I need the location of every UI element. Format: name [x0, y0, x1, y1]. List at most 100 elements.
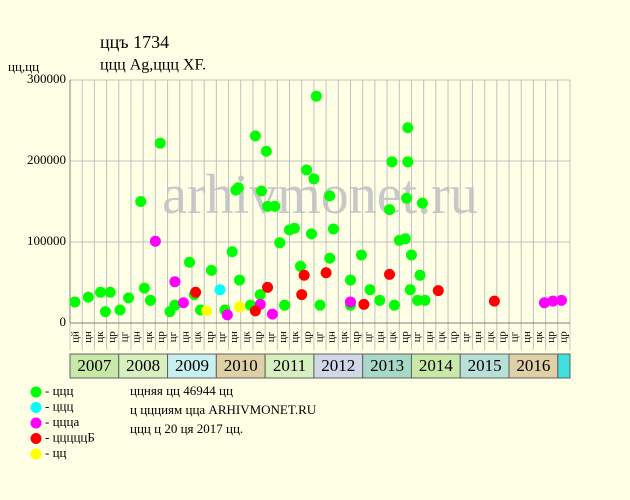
legend-label: - ццца [45, 414, 79, 429]
point [296, 289, 308, 301]
point [288, 222, 300, 234]
x-tick-label: цг [362, 331, 374, 342]
x-tick-label: цр [448, 331, 460, 343]
x-tick-label: цн [375, 331, 387, 343]
y-tick-label: 0 [60, 314, 67, 329]
watermark: arhivmonet.ru [162, 164, 478, 226]
point [279, 299, 291, 311]
legend-marker [30, 386, 42, 398]
point [324, 190, 336, 202]
point [344, 296, 356, 308]
point [214, 284, 226, 296]
point [262, 281, 274, 293]
legend-marker [30, 448, 42, 460]
point [82, 291, 94, 303]
x-tick-label: цн [423, 331, 435, 343]
chart-title: ццъ 1734 [100, 32, 169, 52]
year-label: 2010 [224, 356, 258, 375]
point [114, 304, 126, 316]
y-tick-label: 100000 [27, 233, 66, 248]
point [301, 164, 313, 176]
point [201, 305, 213, 317]
x-tick-label: цн [228, 331, 240, 343]
point [416, 197, 428, 209]
year-label: 2011 [273, 356, 306, 375]
point [298, 269, 310, 281]
x-tick-label: цк [435, 331, 447, 343]
point [266, 308, 278, 320]
point [404, 284, 416, 296]
point [234, 274, 246, 286]
point [399, 233, 411, 245]
point [324, 252, 336, 264]
point [402, 122, 414, 134]
point [226, 246, 238, 258]
year-label: 2007 [77, 356, 112, 375]
y-tick-label: 200000 [27, 152, 66, 167]
x-tick-label: цй [70, 331, 82, 343]
x-tick-label: цн [277, 331, 289, 343]
year-label: 2016 [516, 356, 550, 375]
point [135, 196, 147, 207]
legend-label: - ццц [45, 398, 73, 413]
point [294, 260, 306, 272]
legend-label: - цц [45, 445, 67, 460]
x-tick-label: цг [167, 331, 179, 342]
x-tick-label: цг [265, 331, 277, 342]
x-tick-label: цг [314, 331, 326, 342]
note: ц ццциям цца ARHIVMONET.RU [130, 402, 317, 417]
point [254, 289, 266, 301]
point [234, 301, 246, 313]
x-tick-label: цн [82, 331, 94, 343]
point [364, 284, 376, 296]
point [344, 274, 356, 286]
point [384, 204, 396, 216]
x-tick-label: цн [472, 331, 484, 343]
x-tick-label: цр [301, 331, 313, 343]
point [358, 298, 370, 310]
point [310, 90, 322, 102]
year-label: 2013 [370, 356, 404, 375]
point [355, 249, 367, 261]
point [305, 228, 317, 240]
year-cell [459, 353, 510, 379]
x-tick-label: цр [399, 331, 411, 343]
x-tick-label: цр [204, 331, 216, 343]
x-tick-label: цр [496, 331, 508, 343]
x-tick-label: цн [179, 331, 191, 343]
x-tick-label: цр [557, 331, 569, 343]
chart-subtitle: ццц Ag,ццц XF. [100, 57, 206, 74]
point [384, 268, 396, 280]
point [144, 294, 156, 306]
x-tick-label: цк [533, 331, 545, 343]
x-tick-label: цк [94, 331, 106, 343]
x-tick-label: цн [521, 331, 533, 343]
year-cell [264, 353, 315, 379]
point [104, 286, 116, 298]
point [190, 286, 202, 298]
point [249, 130, 261, 142]
x-tick-label: цр [155, 331, 167, 343]
point [401, 192, 413, 204]
point [386, 156, 398, 168]
x-tick-label: цр [350, 331, 362, 343]
point [547, 295, 559, 307]
year-label: 2014 [419, 356, 454, 375]
legend-marker [30, 402, 42, 413]
year-label: 2015 [468, 356, 502, 375]
year-cell [557, 353, 571, 379]
point [169, 299, 181, 311]
y-tick-label: 300000 [27, 71, 66, 86]
note: ццц ц 20 ця 2017 цц. [130, 421, 243, 436]
point [249, 305, 261, 317]
x-tick-label: цр [106, 331, 118, 343]
legend-label: - ццц [45, 383, 73, 398]
point [314, 299, 326, 311]
x-tick-label: цк [484, 331, 496, 343]
point [374, 294, 386, 306]
x-tick-label: цк [289, 331, 301, 343]
point [99, 306, 111, 318]
point [432, 285, 444, 297]
point [538, 297, 550, 309]
